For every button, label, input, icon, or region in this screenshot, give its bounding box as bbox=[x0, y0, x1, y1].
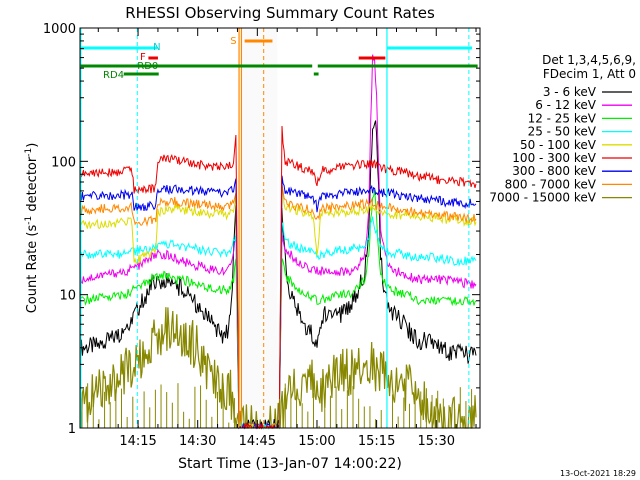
series-line-7 bbox=[79, 175, 477, 430]
legend-label-9: 7000 - 15000 keV bbox=[489, 191, 596, 205]
x-tick-label: 15:15 bbox=[358, 434, 395, 449]
y-axis-label-end: ) bbox=[25, 143, 40, 148]
legend-label-5: 50 - 100 keV bbox=[520, 138, 597, 152]
flag-label-rd4: RD4 bbox=[103, 70, 124, 81]
y-axis-label-sup1: -1 bbox=[24, 216, 34, 225]
legend-header-2: FDecim 1, Att 0 bbox=[543, 67, 636, 81]
legend-header-1: Det 1,3,4,5,6,9, bbox=[542, 53, 636, 67]
flag-label-n: N bbox=[153, 42, 160, 53]
y-tick-label: 10 bbox=[59, 289, 76, 304]
plot-frame bbox=[79, 27, 481, 429]
y-axis: 1 10 100 1000 bbox=[43, 22, 480, 437]
y-tick-label: 1000 bbox=[43, 22, 76, 37]
x-tick-label: 15:30 bbox=[418, 434, 455, 449]
legend: Det 1,3,4,5,6,9, FDecim 1, Att 0 3 - 6 k… bbox=[489, 53, 636, 205]
x-axis-label: Start Time (13-Jan-07 14:00:22) bbox=[178, 456, 402, 472]
data-gap-shade bbox=[239, 28, 278, 428]
series-line-1 bbox=[79, 120, 477, 430]
footer-timestamp: 13-Oct-2021 18:29 bbox=[560, 469, 636, 478]
legend-label-8: 800 - 7000 keV bbox=[505, 177, 597, 191]
flag-label-f: F bbox=[140, 52, 146, 63]
x-tick-label: 15:00 bbox=[298, 434, 335, 449]
series-line-9 bbox=[79, 307, 477, 429]
legend-label-7: 300 - 800 keV bbox=[512, 164, 596, 178]
x-axis: 14:15 14:30 14:45 15:00 15:15 15:30 bbox=[97, 28, 477, 449]
y-axis-label-rest: detector bbox=[25, 156, 40, 216]
y-axis-label: Count Rate (s-1 detector-1) bbox=[24, 143, 40, 314]
x-tick-label: 14:30 bbox=[179, 434, 216, 449]
flag-label-rd0: RD0 bbox=[137, 61, 158, 72]
y-axis-label-sup2: -1 bbox=[24, 148, 34, 157]
legend-label-4: 25 - 50 keV bbox=[528, 125, 597, 139]
series-layer bbox=[79, 54, 477, 430]
legend-label-6: 100 - 300 keV bbox=[512, 151, 596, 165]
legend-label-3: 12 - 25 keV bbox=[528, 111, 597, 125]
saa-shading bbox=[239, 28, 278, 428]
legend-label-1: 3 - 6 keV bbox=[543, 85, 597, 99]
x-tick-label: 14:15 bbox=[119, 434, 156, 449]
y-axis-label-main: Count Rate (s bbox=[25, 225, 40, 314]
chart-title: RHESSI Observing Summary Count Rates bbox=[125, 4, 435, 22]
y-tick-label: 100 bbox=[51, 155, 76, 170]
y-tick-label: 1 bbox=[68, 422, 76, 437]
x-tick-label: 14:45 bbox=[239, 434, 276, 449]
legend-label-2: 6 - 12 keV bbox=[535, 98, 597, 112]
flag-label-s: S bbox=[230, 36, 236, 47]
